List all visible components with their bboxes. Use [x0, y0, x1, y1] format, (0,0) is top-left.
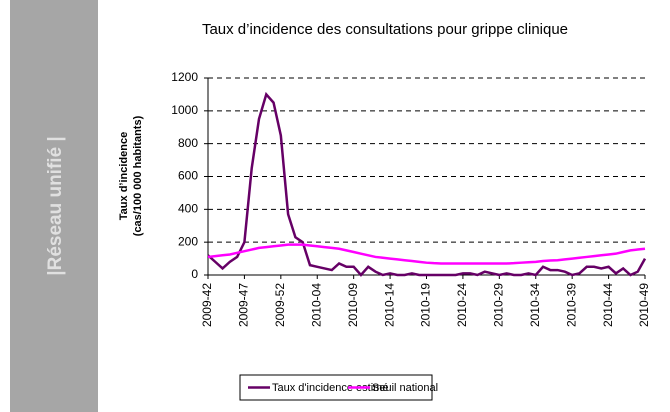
- x-tick-label: 2010-49: [637, 283, 651, 327]
- y-tick-label: 600: [178, 169, 198, 183]
- y-tick-label: 200: [178, 234, 198, 248]
- y-axis-label: Taux d’incidence: [118, 132, 130, 220]
- series-line: [207, 91, 647, 277]
- y-axis-label: (cas/100 000 habitants): [132, 115, 144, 236]
- y-tick-label: 400: [178, 202, 198, 216]
- x-tick-label: 2009-42: [200, 283, 214, 327]
- legend-label: Taux d'incidence estimé: [272, 382, 388, 394]
- x-tick-label: 2010-24: [455, 283, 469, 327]
- x-tick-label: 2009-52: [273, 283, 287, 327]
- banner-text: |Réseau unifié |: [45, 136, 66, 275]
- x-tick-label: 2010-14: [382, 283, 396, 327]
- y-tick-label: 800: [178, 136, 198, 150]
- x-tick-label: 2010-39: [564, 283, 578, 327]
- y-tick-label: 0: [191, 267, 198, 281]
- x-tick-label: 2010-34: [528, 283, 542, 327]
- legend: [239, 374, 433, 401]
- legend-label: Seuil national: [372, 382, 438, 394]
- x-tick-label: 2009-47: [237, 283, 251, 327]
- banner-bg: [10, 0, 98, 412]
- x-tick-label: 2010-44: [601, 283, 615, 327]
- x-tick-label: 2010-19: [419, 283, 433, 327]
- x-tick-label: 2010-04: [309, 283, 323, 327]
- y-tick-label: 1000: [171, 103, 198, 117]
- y-tick-label: 1200: [171, 70, 198, 84]
- x-tick-label: 2010-09: [346, 283, 360, 327]
- series-line: [207, 243, 646, 265]
- x-tick-label: 2010-29: [492, 283, 506, 327]
- chart-title: Taux d’incidence des consultations pour …: [202, 21, 568, 38]
